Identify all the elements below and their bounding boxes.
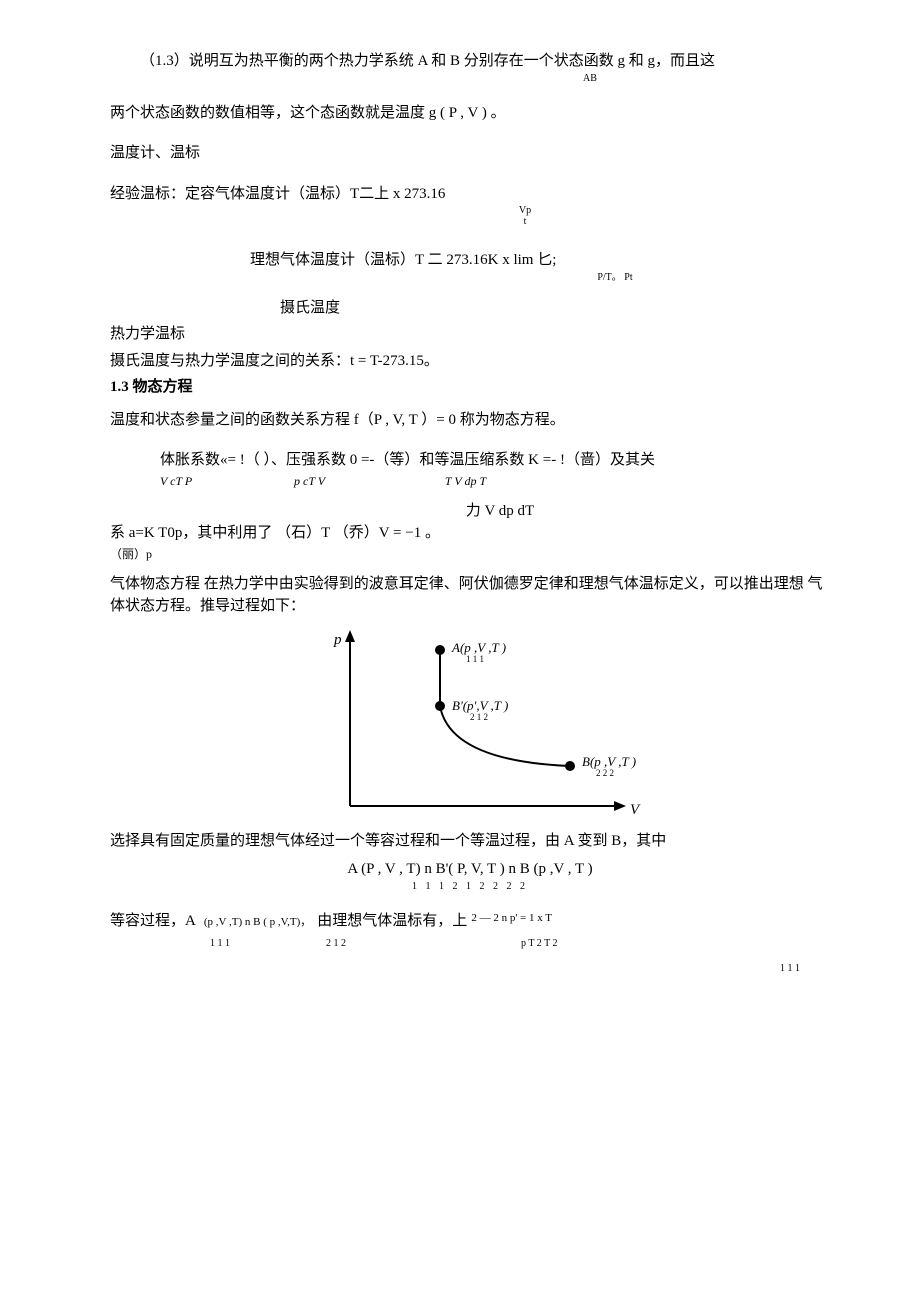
para-gas-eos-text: 气体物态方程 在热力学中由实验得到的波意耳定律、阿伏伽德罗定律和理想气体温标定义…: [110, 576, 823, 615]
para-relation-text: 摄氏温度与热力学温度之间的关系：t = T-273.15。: [110, 353, 439, 369]
formula-isochoric-sub2: 2 1 2: [326, 936, 346, 951]
para-relation: 摄氏温度与热力学温度之间的关系：t = T-273.15。: [110, 350, 830, 373]
point-b-label: B(p ,V ,T ): [582, 754, 636, 769]
point-b-sub: 2 2 2: [596, 768, 614, 778]
trailing-sub-text: 1 1 1: [780, 963, 800, 974]
formula-abc-sub: 1 1 1 2 1 2 2 2 2: [110, 881, 830, 892]
formula-isochoric-mid-wrap: (p ,V ,T) n B ( p ,V,T)，: [204, 910, 311, 933]
pv-diagram: p V A(p ,V ,T ) 1 1 1 B'(p',V ,T ) 2 1 2…: [290, 626, 650, 826]
para-celsius: 摄氏温度: [110, 297, 830, 320]
para-2: 两个状态函数的数值相等，这个态函数就是温度 g ( P , V ) 。: [110, 102, 830, 125]
formula-isochoric-subs: 1 1 1 2 1 2 p T 2 T 2: [110, 936, 830, 951]
formula-abc-main: A (P , V , T) n B'( P, V, T ) n B (p ,V …: [110, 858, 830, 881]
formula-relation-top: 力 V dp dT: [110, 500, 830, 523]
para-process-text: 选择具有固定质量的理想气体经过一个等容过程和一个等温过程，由 A 变到 B，其中: [110, 833, 666, 849]
formula-ideal-main: 理想气体温度计（温标）T 二 273.16K x lim 匕;: [250, 249, 830, 272]
page: （1.3）说明互为热平衡的两个热力学系统 A 和 B 分别存在一个状态函数 g …: [0, 0, 920, 1302]
formula-abc: A (P , V , T) n B'( P, V, T ) n B (p ,V …: [110, 858, 830, 892]
formula-relation-sub: （丽）p: [110, 545, 830, 563]
formula-isochoric-row: 等容过程，A (p ,V ,T) n B ( p ,V,T)， 由理想气体温标有…: [110, 910, 830, 933]
formula-isochoric-sub1: 1 1 1: [210, 936, 230, 951]
para-process: 选择具有固定质量的理想气体经过一个等容过程和一个等温过程，由 A 变到 B，其中: [110, 830, 830, 853]
formula-isochoric-left: 等容过程，A: [110, 910, 196, 933]
point-b: [565, 761, 575, 771]
point-a-label: A(p ,V ,T ): [451, 640, 506, 655]
formula-isochoric-right-eq: 2 — 2 n p' = 1 x T: [471, 910, 552, 927]
isotherm-curve: [440, 706, 570, 766]
formula-isochoric: 等容过程，A (p ,V ,T) n B ( p ,V,T)， 由理想气体温标有…: [110, 910, 830, 952]
para-thermo-scale: 热力学温标: [110, 323, 830, 346]
para-3-text: 温度计、温标: [110, 145, 200, 161]
formula-isochoric-mid: (p ,V ,T) n B ( p ,V,T)，: [204, 916, 311, 928]
formula-empirical-sub1: Vp: [110, 205, 830, 216]
formula-coeff-main: 体胀系数«= !（ ）、压强系数 0 =-（等）和等温压缩系数 K =- !（啬…: [160, 449, 830, 472]
axis-p-label: p: [333, 632, 342, 648]
formula-coeff: 体胀系数«= !（ ）、压强系数 0 =-（等）和等温压缩系数 K =- !（啬…: [110, 449, 830, 490]
formula-coeff-sub: V cT P p cT V T V dp T: [160, 472, 830, 490]
formula-relation: 力 V dp dT 系 a=K T0p，其中利用了 （石）T （乔）V = −1…: [110, 500, 830, 563]
formula-relation-main: 系 a=K T0p，其中利用了 （石）T （乔）V = −1 。: [110, 522, 830, 545]
para-1-text: （1.3）说明互为热平衡的两个热力学系统 A 和 B 分别存在一个状态函数 g …: [140, 53, 715, 69]
trailing-sub: 1 1 1: [110, 961, 830, 976]
para-thermo-scale-text: 热力学温标: [110, 326, 185, 342]
para-1: （1.3）说明互为热平衡的两个热力学系统 A 和 B 分别存在一个状态函数 g …: [110, 50, 830, 84]
point-bp-sub: 2 1 2: [470, 712, 488, 722]
formula-empirical: 经验温标：定容气体温度计（温标）T二上 x 273.16 Vp t: [110, 183, 830, 228]
point-a-sub: 1 1 1: [466, 654, 484, 664]
para-celsius-text: 摄氏温度: [280, 300, 340, 316]
formula-isochoric-right-sub: p T 2 T 2: [521, 936, 558, 951]
para-eos-text: 温度和状态参量之间的函数关系方程 f（P , V, T ）= 0 称为物态方程。: [110, 412, 565, 428]
para-2-text: 两个状态函数的数值相等，这个态函数就是温度 g ( P , V ) 。: [110, 105, 506, 121]
para-gas-eos: 气体物态方程 在热力学中由实验得到的波意耳定律、阿伏伽德罗定律和理想气体温标定义…: [110, 573, 830, 618]
point-bp-label: B'(p',V ,T ): [452, 698, 508, 713]
formula-isochoric-right-pre: 由理想气体温标有，上: [317, 910, 467, 933]
para-eos: 温度和状态参量之间的函数关系方程 f（P , V, T ）= 0 称为物态方程。: [110, 409, 830, 432]
formula-empirical-main: 经验温标：定容气体温度计（温标）T二上 x 273.16: [110, 183, 830, 206]
para-1-sub: AB: [110, 73, 830, 84]
formula-ideal: 理想气体温度计（温标）T 二 273.16K x lim 匕; P/T。 Pt: [110, 249, 830, 283]
heading-1-3: 1.3 物态方程: [110, 376, 830, 399]
para-3: 温度计、温标: [110, 142, 830, 165]
heading-1-3-text: 1.3 物态方程: [110, 379, 193, 395]
formula-empirical-sub2: t: [110, 216, 830, 227]
pv-diagram-wrap: p V A(p ,V ,T ) 1 1 1 B'(p',V ,T ) 2 1 2…: [110, 626, 830, 826]
axis-v-label: V: [630, 802, 641, 818]
formula-ideal-sub: P/T。 Pt: [250, 272, 830, 283]
